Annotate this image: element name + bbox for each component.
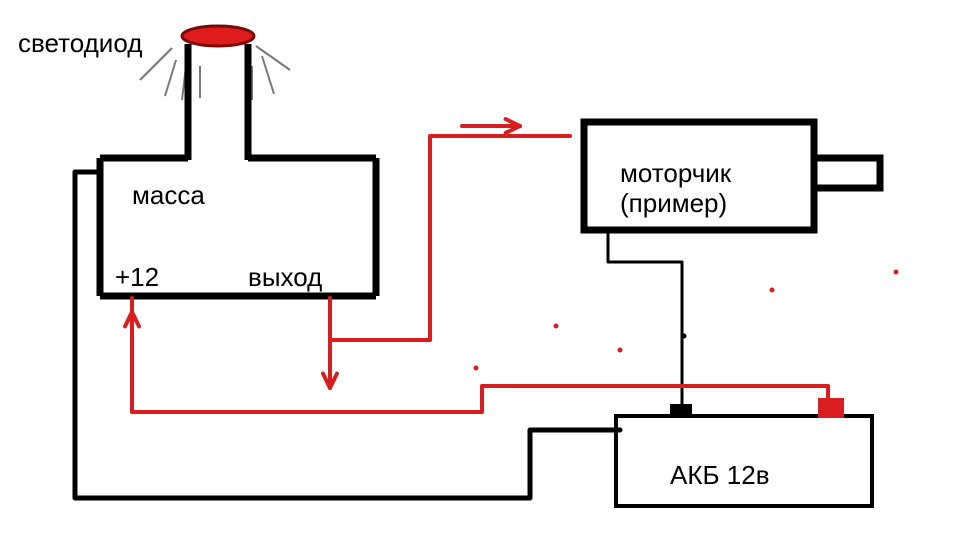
- label-plus12: +12: [115, 262, 159, 293]
- label-led: светодиод: [18, 28, 142, 59]
- label-motor-1: моторчик: [620, 158, 731, 189]
- label-output: выход: [248, 262, 322, 293]
- label-motor-2: (пример): [620, 188, 727, 219]
- label-mass: масса: [132, 180, 205, 211]
- label-battery: АКБ 12в: [670, 460, 770, 491]
- diagram-canvas: светодиод масса +12 выход моторчик (прим…: [0, 0, 960, 540]
- led-icon: [182, 26, 254, 46]
